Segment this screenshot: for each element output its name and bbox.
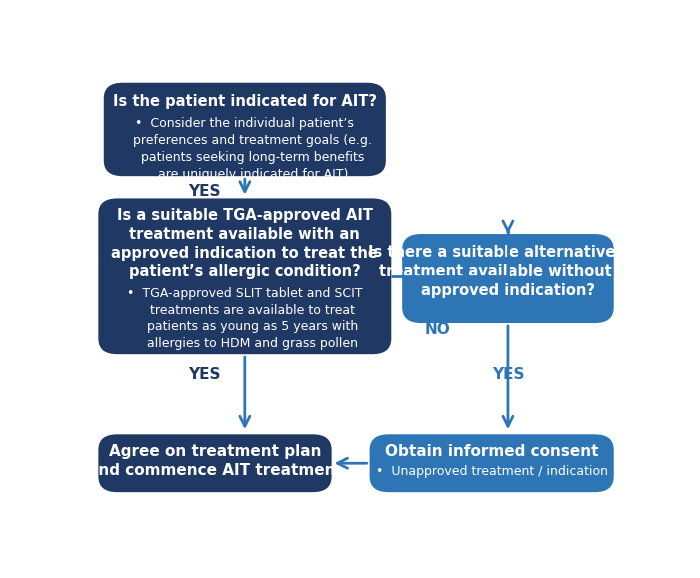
FancyBboxPatch shape: [402, 234, 614, 323]
Text: YES: YES: [188, 366, 220, 381]
Text: Is there a suitable alternative AIT: Is there a suitable alternative AIT: [368, 245, 648, 260]
Text: YES: YES: [188, 184, 220, 199]
Text: •  TGA-approved SLIT tablet and SCIT: • TGA-approved SLIT tablet and SCIT: [127, 287, 363, 301]
Text: allergies to HDM and grass pollen: allergies to HDM and grass pollen: [132, 337, 358, 350]
FancyBboxPatch shape: [98, 434, 332, 492]
Text: treatments are available to treat: treatments are available to treat: [134, 304, 356, 317]
Text: patient’s allergic condition?: patient’s allergic condition?: [129, 264, 360, 279]
Text: treatment available without an: treatment available without an: [379, 264, 637, 279]
FancyBboxPatch shape: [104, 83, 386, 176]
Text: •  Unapproved treatment / indication: • Unapproved treatment / indication: [376, 465, 608, 479]
Text: •  Consider the individual patient’s: • Consider the individual patient’s: [135, 117, 354, 130]
Text: are uniquely indicated for AIT): are uniquely indicated for AIT): [141, 168, 348, 181]
Text: patients as young as 5 years with: patients as young as 5 years with: [131, 320, 358, 334]
Text: Obtain informed consent: Obtain informed consent: [385, 444, 598, 459]
Text: preferences and treatment goals (e.g.: preferences and treatment goals (e.g.: [118, 134, 372, 147]
FancyBboxPatch shape: [98, 198, 391, 354]
Text: Agree on treatment plan: Agree on treatment plan: [108, 444, 321, 459]
Text: Is a suitable TGA-approved AIT: Is a suitable TGA-approved AIT: [117, 208, 373, 223]
Text: Is the patient indicated for AIT?: Is the patient indicated for AIT?: [113, 94, 377, 109]
FancyBboxPatch shape: [370, 434, 614, 492]
Text: approved indication?: approved indication?: [421, 283, 595, 298]
Text: NO: NO: [424, 322, 450, 337]
Text: patients seeking long-term benefits: patients seeking long-term benefits: [125, 151, 365, 164]
Text: treatment available with an: treatment available with an: [130, 227, 360, 242]
Text: YES: YES: [491, 366, 524, 381]
Text: approved indication to treat the: approved indication to treat the: [111, 246, 378, 261]
Text: and commence AIT treatment: and commence AIT treatment: [88, 463, 342, 478]
